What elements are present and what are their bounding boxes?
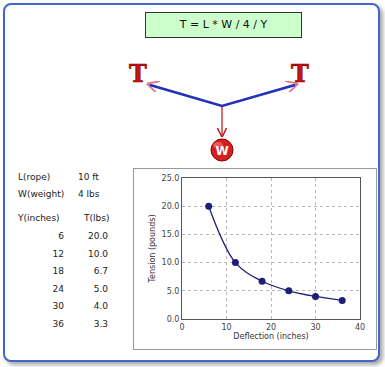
svg-text:40: 40	[355, 323, 365, 332]
html-text:36: 36	[52, 319, 64, 329]
svg-text:W: W	[215, 144, 228, 158]
html-text:Y(inches): Y(inches)	[18, 213, 60, 223]
svg-text:Deflection (inches): Deflection (inches)	[233, 332, 308, 341]
html-text:L(rope): L(rope)	[18, 172, 51, 182]
html-text:6.7: 6.7	[93, 266, 108, 277]
svg-text:20.0: 20.0	[162, 202, 180, 211]
html-text:12: 12	[52, 248, 64, 259]
svg-text:0: 0	[179, 323, 184, 332]
html-text:10.0: 10.0	[88, 248, 108, 259]
svg-text:5.0: 5.0	[167, 287, 180, 296]
svg-text:20: 20	[266, 323, 276, 332]
html-text:4.0: 4.0	[93, 301, 108, 312]
html-text:10 ft: 10 ft	[78, 172, 99, 182]
svg-text:T: T	[291, 59, 309, 88]
html-text:18: 18	[52, 266, 64, 277]
svg-text:T: T	[129, 59, 147, 88]
html-text:6: 6	[58, 231, 64, 241]
html-text:4 lbs: 4 lbs	[78, 189, 100, 199]
svg-text:0.0: 0.0	[167, 315, 180, 324]
html-text:W(weight): W(weight)	[18, 189, 65, 199]
html-text:T = L * W / 4 / Y: T = L * W / 4 / Y	[179, 18, 268, 31]
svg-text:10: 10	[221, 323, 231, 332]
html-text:20.0: 20.0	[88, 231, 108, 241]
html-text:3.3: 3.3	[93, 319, 108, 329]
svg-text:25.0: 25.0	[162, 174, 180, 183]
html-text:30: 30	[52, 301, 64, 312]
svg-text:15.0: 15.0	[162, 230, 180, 239]
html-text:5.0: 5.0	[93, 283, 108, 294]
html-text:T(lbs): T(lbs)	[84, 213, 110, 223]
svg-text:Tension (pounds): Tension (pounds)	[148, 214, 157, 283]
svg-text:30: 30	[310, 323, 320, 332]
svg-text:10.0: 10.0	[162, 258, 180, 267]
html-text:24: 24	[52, 283, 64, 294]
